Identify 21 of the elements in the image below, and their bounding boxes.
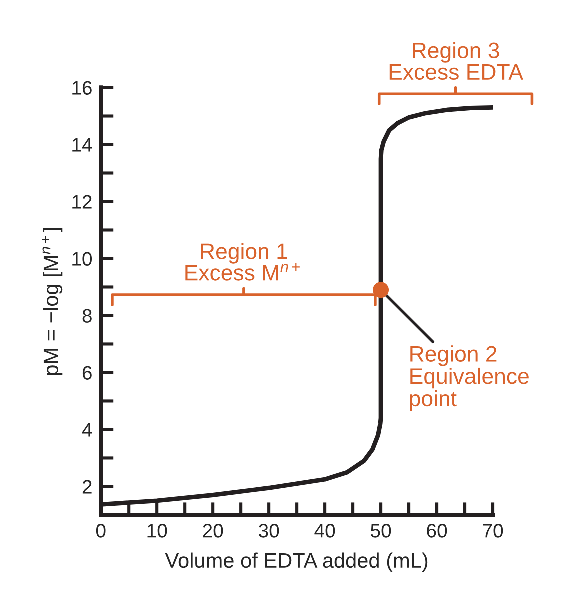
y-tick-label: 8 [82, 309, 92, 323]
y-tick-label: 12 [72, 195, 92, 209]
y-tick-label: 14 [72, 138, 92, 152]
x-tick-label: 60 [427, 524, 448, 538]
x-tick-label: 70 [483, 524, 504, 538]
y-tick-label: 16 [72, 81, 92, 95]
x-tick-label: 50 [371, 524, 392, 538]
y-tick-label: 6 [82, 366, 92, 380]
y-tick-label: 10 [72, 252, 92, 266]
y-tick-label: 2 [82, 480, 92, 494]
x-tick-label: 40 [314, 524, 336, 538]
annotation: Region 2 Equivalence point [410, 346, 529, 412]
y-axis-title: pM = −log [M$^{n+}$] [42, 228, 63, 376]
annotation: Region 1 Excess M$^{n+}$ [186, 243, 300, 281]
x-tick-label: 20 [203, 524, 224, 538]
x-tick-label: 30 [259, 524, 280, 538]
y-tick-label: 4 [82, 423, 92, 437]
x-tick-label: 0 [96, 524, 106, 538]
x-tick-label: 10 [148, 524, 168, 538]
text: Region 3 Excess EDTA [390, 42, 524, 80]
x-axis-title: Volume of EDTA added (mL) [165, 552, 428, 572]
